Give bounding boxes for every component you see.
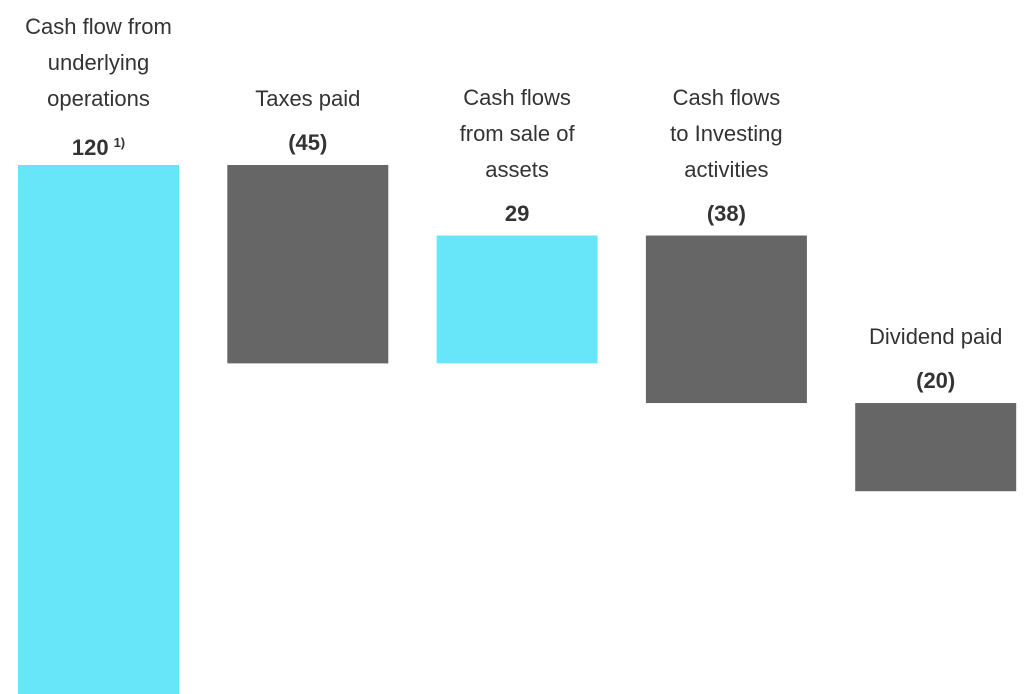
value-label: (45) — [197, 130, 418, 156]
value-label: (20) — [825, 368, 1034, 394]
bar — [18, 165, 179, 694]
value-text: 120 — [71, 135, 109, 160]
category-label: Cash flows from sale of assets — [459, 84, 575, 182]
category-label: Cash flow from underlying operations — [25, 14, 172, 111]
value-text: (20) — [916, 368, 956, 394]
value-label: 29 — [407, 201, 628, 227]
value-text: 29 — [504, 200, 530, 226]
bar — [227, 165, 389, 364]
value-label: (38) — [616, 201, 837, 227]
bar — [855, 403, 1017, 492]
bar — [436, 235, 598, 364]
value-label: 120 1) — [0, 130, 209, 161]
category-label: Dividend paid — [869, 324, 1003, 350]
value-text: (38) — [706, 200, 746, 226]
footnote-mark: 1) — [113, 135, 126, 150]
category-label: Taxes paid — [255, 86, 361, 111]
category-label: Cash flows to Investing activities — [670, 84, 783, 182]
value-text: (45) — [288, 130, 328, 155]
bar — [645, 235, 807, 404]
